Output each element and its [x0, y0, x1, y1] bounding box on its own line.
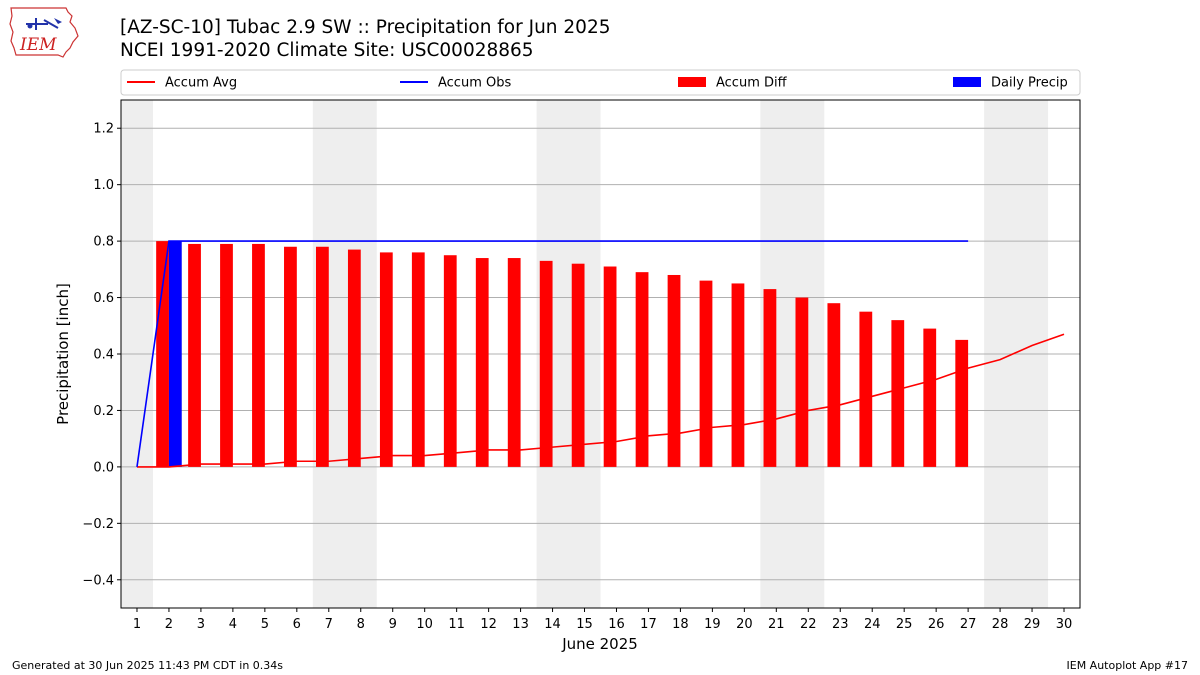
chart-title: [AZ-SC-10] Tubac 2.9 SW :: Precipitation…	[120, 17, 611, 38]
x-tick-label: 11	[448, 617, 465, 632]
accum-diff-bar	[315, 246, 329, 467]
x-tick-label: 26	[928, 617, 945, 632]
y-tick-label: −0.2	[82, 517, 114, 532]
legend-label-accum-obs: Accum Obs	[438, 76, 511, 91]
footer-generated-text: Generated at 30 Jun 2025 11:43 PM CDT in…	[12, 659, 284, 672]
accum-diff-bar	[699, 280, 713, 467]
accum-diff-bar	[635, 272, 649, 467]
y-axis-label: Precipitation [inch]	[54, 283, 72, 425]
accum-diff-bar	[763, 289, 777, 467]
legend-box	[120, 69, 1081, 96]
accum-diff-bar	[220, 243, 233, 467]
x-tick-label: 25	[896, 617, 913, 632]
accum-avg-line	[136, 333, 1065, 468]
accum-diff-bar	[827, 303, 841, 467]
x-tick-label: 10	[416, 617, 433, 632]
x-axis-label: June 2025	[561, 635, 638, 653]
x-tick-label: 6	[293, 617, 301, 632]
footer-app-text: IEM Autoplot App #17	[1066, 659, 1189, 672]
x-tick-label: 28	[992, 617, 1009, 632]
x-tick-label: 19	[704, 617, 721, 632]
legend-swatch-daily-precip	[953, 77, 981, 87]
y-tick-label: 1.2	[93, 122, 114, 137]
x-tick-label: 1	[133, 617, 141, 632]
x-tick-label: 30	[1056, 617, 1073, 632]
accum-diff-bar	[443, 255, 457, 467]
accum-diff-bar	[507, 258, 521, 467]
x-tick-label: 3	[197, 617, 205, 632]
y-tick-label: 0.2	[93, 404, 114, 419]
accum-diff-bar	[188, 243, 201, 467]
accum-obs-line	[136, 240, 969, 468]
x-tick-label: 4	[229, 617, 237, 632]
accum-diff-bar	[539, 260, 553, 467]
accum-diff-bar	[731, 283, 745, 467]
x-tick-label: 23	[832, 617, 849, 632]
legend-label-daily-precip: Daily Precip	[991, 76, 1068, 91]
x-tick-label: 21	[768, 617, 785, 632]
x-tick-label: 18	[672, 617, 689, 632]
y-tick-label: 0.4	[93, 348, 114, 363]
x-tick-label: 20	[736, 617, 753, 632]
y-tick-label: 0.6	[93, 291, 114, 306]
y-tick-label: 1.0	[93, 178, 114, 193]
iem-logo: IEM	[9, 7, 79, 58]
accum-diff-bar	[347, 249, 361, 467]
iem-logo-text: IEM	[19, 35, 57, 55]
accum-diff-bar	[795, 297, 809, 467]
accum-diff-bar	[667, 274, 681, 467]
daily-precip-bar	[168, 241, 182, 467]
x-tick-label: 16	[608, 617, 625, 632]
y-tick-label: 0.0	[93, 460, 114, 475]
legend-label-accum-diff: Accum Diff	[716, 76, 788, 91]
accum-diff-bar	[475, 258, 489, 467]
accum-diff-bar	[891, 320, 905, 467]
x-tick-label: 5	[261, 617, 269, 632]
x-tick-label: 2	[165, 617, 173, 632]
x-tick-label: 22	[800, 617, 817, 632]
accum-diff-bar	[411, 252, 425, 467]
chart-subtitle: NCEI 1991-2020 Climate Site: USC00028865	[120, 40, 534, 61]
y-tick-label: −0.4	[82, 573, 114, 588]
x-tick-label: 29	[1024, 617, 1041, 632]
y-tick-label: 0.8	[93, 235, 114, 250]
x-tick-label: 27	[960, 617, 977, 632]
accum-diff-bar	[379, 252, 393, 467]
x-tick-label: 12	[480, 617, 497, 632]
legend-swatch-accum-diff	[678, 77, 706, 87]
accum-diff-bar	[603, 266, 617, 467]
accum-diff-bar	[571, 263, 585, 467]
x-tick-label: 17	[640, 617, 657, 632]
x-tick-label: 14	[544, 617, 561, 632]
accum-diff-bar	[252, 243, 265, 467]
x-tick-label: 8	[357, 617, 365, 632]
accum-diff-bar	[859, 311, 873, 467]
x-tick-label: 13	[512, 617, 529, 632]
accum-diff-bar	[923, 328, 937, 467]
legend-label-accum-avg: Accum Avg	[165, 76, 237, 91]
x-tick-label: 24	[864, 617, 881, 632]
accum-diff-bar	[955, 339, 969, 467]
x-tick-label: 7	[325, 617, 333, 632]
accum-diff-bar	[284, 246, 297, 467]
x-tick-label: 15	[576, 617, 593, 632]
accum-diff-bar	[156, 241, 169, 467]
x-tick-label: 9	[389, 617, 397, 632]
